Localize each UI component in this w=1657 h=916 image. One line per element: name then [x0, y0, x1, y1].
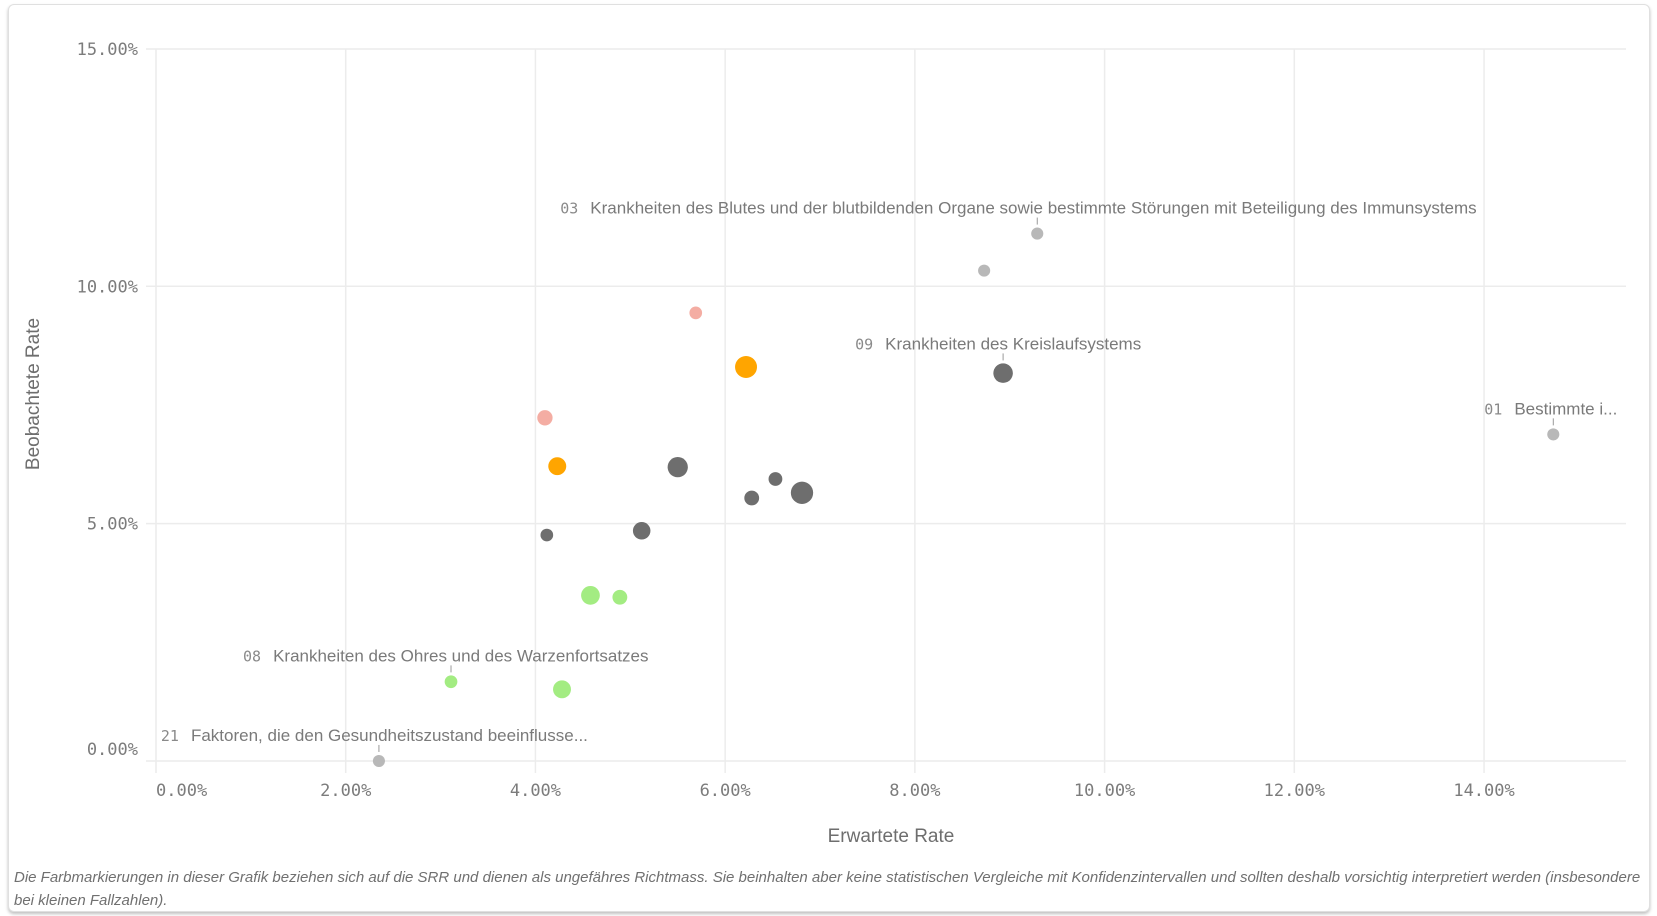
data-point[interactable]: [790, 481, 814, 504]
data-point[interactable]: [553, 680, 571, 699]
x-tick-label: 8.00%: [889, 781, 940, 801]
y-tick-label: 0.00%: [87, 740, 138, 760]
point-label: 08 Krankheiten des Ohres und des Warzenfo…: [243, 646, 649, 665]
point-label-code: 08: [243, 647, 261, 665]
data-point[interactable]: [689, 306, 703, 320]
data-point[interactable]: [768, 472, 783, 486]
x-axis-title: Erwartete Rate: [828, 826, 955, 847]
point-label-text: Krankheiten des Ohres und des Warzenfort…: [273, 646, 648, 665]
data-point[interactable]: [1031, 227, 1044, 240]
x-tick-label: 12.00%: [1264, 781, 1325, 801]
data-point[interactable]: [735, 356, 758, 378]
data-points: [372, 227, 1560, 768]
data-point[interactable]: [978, 264, 991, 277]
point-label-code: 03: [560, 200, 578, 218]
data-point[interactable]: [1547, 428, 1560, 441]
point-label-text: Faktoren, die den Gesundheitszustand bee…: [191, 726, 588, 745]
data-point[interactable]: [612, 589, 628, 605]
y-axis-title: Beobachtete Rate: [23, 318, 44, 470]
point-label: 03 Krankheiten des Blutes und der blutbil…: [560, 199, 1476, 218]
data-point[interactable]: [667, 457, 688, 478]
x-tick-label: 4.00%: [510, 781, 561, 801]
point-label-code: 09: [855, 335, 873, 353]
data-point[interactable]: [632, 522, 651, 540]
point-label: 01 Bestimmte i...: [1484, 399, 1617, 418]
x-tick-label: 2.00%: [320, 781, 371, 801]
y-axis-ticks: 0.00% 5.00% 10.00% 15.00%: [77, 40, 138, 760]
y-tick-label: 10.00%: [77, 277, 138, 297]
point-label-text: Krankheiten des Kreislaufsystems: [885, 334, 1141, 353]
point-label-code: 21: [161, 727, 179, 745]
data-point[interactable]: [537, 410, 553, 426]
x-axis-ticks: 0.00% 2.00% 4.00% 6.00% 8.00% 10.00% 12.00% 14.…: [156, 781, 1515, 801]
point-label: 09 Krankheiten des Kreislaufsystems: [855, 334, 1141, 353]
data-point[interactable]: [540, 528, 554, 542]
grid-lines: [146, 48, 1626, 773]
data-point[interactable]: [993, 363, 1013, 383]
footnote: Die Farbmarkierungen in dieser Grafik be…: [14, 869, 1641, 909]
data-point[interactable]: [581, 585, 600, 605]
x-tick-label: 10.00%: [1074, 781, 1135, 801]
point-label-code: 01: [1484, 400, 1502, 418]
x-tick-label: 14.00%: [1453, 781, 1514, 801]
data-point[interactable]: [744, 490, 760, 506]
x-tick-label: 0.00%: [156, 781, 207, 801]
point-label-text: Bestimmte i...: [1514, 399, 1617, 418]
x-tick-label: 6.00%: [700, 781, 751, 801]
point-label-text: Krankheiten des Blutes und der blutbilde…: [590, 199, 1476, 218]
point-label: 21 Faktoren, die den Gesundheitszustand b…: [161, 726, 588, 745]
point-labels: 03 Krankheiten des Blutes und der blutbil…: [161, 199, 1617, 752]
data-point[interactable]: [372, 754, 385, 768]
y-tick-label: 15.00%: [77, 40, 138, 60]
data-point[interactable]: [548, 457, 567, 476]
data-point[interactable]: [444, 675, 458, 689]
y-tick-label: 5.00%: [87, 515, 138, 535]
